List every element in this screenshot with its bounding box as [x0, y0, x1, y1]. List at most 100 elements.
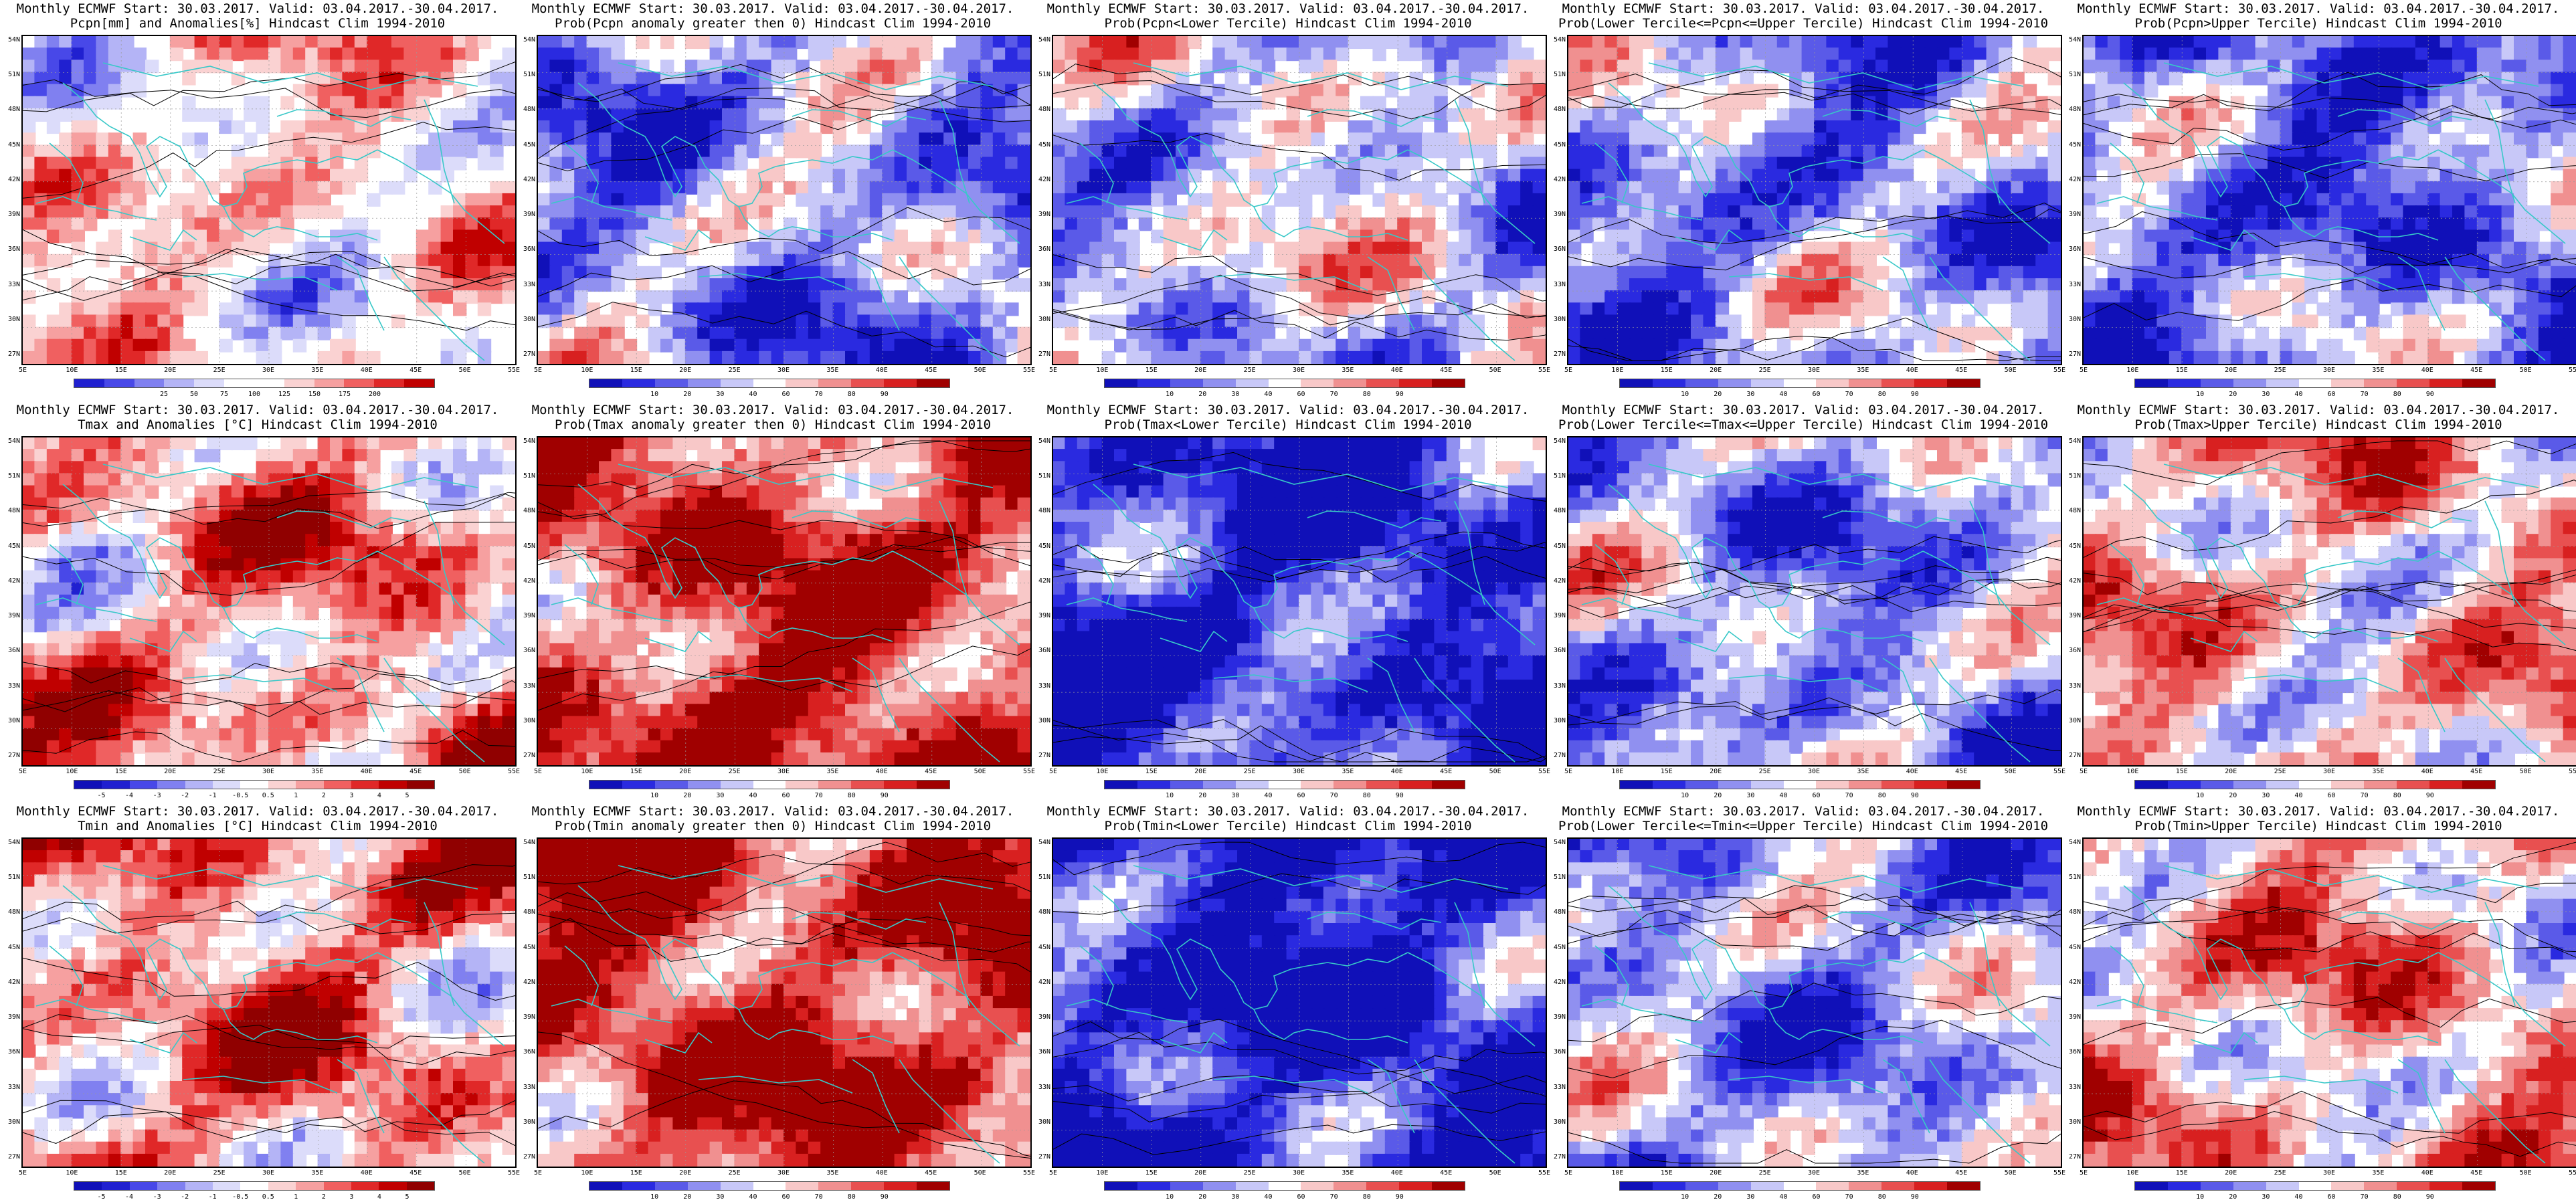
colorbar-tick-label: 90 — [2425, 792, 2434, 799]
panel-title-line-2: Tmax and Anomalies [°C] Hindcast Clim 19… — [78, 417, 438, 432]
longitude-label: 5E — [533, 1169, 543, 1177]
colorbar-swatch — [1366, 379, 1400, 387]
colorbar-swatch — [2135, 1182, 2168, 1190]
coastlines-borders — [551, 464, 1020, 763]
longitude-label: 35E — [1857, 367, 1869, 374]
longitude-label: 5E — [2079, 367, 2088, 374]
longitude-label: 45E — [925, 768, 937, 775]
colorbar-tick-label: 90 — [1910, 391, 1919, 398]
colorbar-tick-label: 1 — [294, 1193, 298, 1201]
colorbar-swatch — [1620, 1182, 1653, 1190]
colorbar-tick-label: 70 — [814, 391, 823, 398]
colorbar-tick-label: 90 — [1395, 391, 1404, 398]
latitude-label: 39N — [1553, 612, 1566, 620]
colorbar-swatch — [1783, 379, 1817, 387]
longitude-label: 40E — [2421, 768, 2433, 775]
colorbar-swatch — [687, 379, 721, 387]
colorbar-swatch — [240, 781, 268, 789]
panel-title-line-2: Prob(Lower Tercile<=Tmin<=Upper Tercile)… — [1558, 819, 2049, 833]
colorbar-swatch — [212, 781, 241, 789]
longitude-label: 55E — [1538, 1169, 1551, 1177]
colorbar-swatch — [194, 379, 225, 387]
colorbar-tick-label: 90 — [1910, 1193, 1919, 1201]
longitude-label: 30E — [262, 768, 275, 775]
colorbar-swatch — [786, 781, 819, 789]
colorbar-swatch — [1750, 379, 1784, 387]
latitude-label: 30N — [7, 1118, 20, 1126]
colorbar-swatch — [129, 1182, 158, 1190]
latitude-label: 39N — [7, 1013, 20, 1021]
colorbar — [1619, 780, 1981, 789]
colorbar-tick-label: 20 — [2229, 1193, 2237, 1201]
colorbar-tick-label: 4 — [377, 792, 381, 799]
latitude-label: 27N — [2068, 350, 2081, 358]
latitude-label: 33N — [2068, 1083, 2081, 1091]
colorbar-swatch — [1432, 379, 1465, 387]
colorbar-tick-label: 2 — [321, 1193, 326, 1201]
colorbar-tick-label: 70 — [2360, 391, 2369, 398]
colorbar-tick-label: 0.5 — [262, 792, 274, 799]
latitude-label: 42N — [2068, 978, 2081, 986]
latitude-label: 27N — [1038, 1153, 1050, 1161]
colorbar-swatch — [1399, 781, 1433, 789]
longitude-label: 35E — [1342, 367, 1354, 374]
colorbar-swatch — [622, 379, 655, 387]
colorbar — [2134, 379, 2496, 388]
latitude-label: 42N — [2068, 577, 2081, 585]
colorbar-tick-label: 60 — [781, 1193, 790, 1201]
latitude-label: 33N — [1038, 1083, 1050, 1091]
colorbar-tick-label: 20 — [1714, 391, 1722, 398]
colorbar-tick-label: 70 — [1845, 391, 1853, 398]
longitude-label: 25E — [728, 367, 741, 374]
colorbar-tick-label: -3 — [153, 792, 161, 799]
longitude-label: 50E — [1489, 768, 1501, 775]
latitude-label: 27N — [1553, 1153, 1566, 1161]
longitude-label: 10E — [66, 768, 78, 775]
longitude-label: 5E — [1048, 768, 1058, 775]
latitude-label: 54N — [523, 437, 535, 445]
map-canvas — [1568, 839, 2061, 1167]
longitude-label: 20E — [2225, 768, 2237, 775]
colorbar-swatch — [1333, 781, 1367, 789]
colorbar-swatch — [406, 781, 435, 789]
latitude-label: 48N — [7, 507, 20, 515]
latitude-label: 27N — [7, 752, 20, 759]
longitude-label: 25E — [1243, 768, 1256, 775]
colorbar-swatch — [1947, 781, 1980, 789]
colorbar-swatch — [1816, 379, 1849, 387]
colorbar-swatch — [1202, 781, 1236, 789]
longitude-label: 15E — [1660, 768, 1673, 775]
latitude-label: 42N — [523, 978, 535, 986]
colorbar-swatch — [1685, 1182, 1718, 1190]
longitude-label: 15E — [1660, 1169, 1673, 1177]
colorbar — [1619, 379, 1981, 388]
longitude-label: 15E — [630, 768, 642, 775]
colorbar-swatch — [851, 1182, 885, 1190]
colorbar-swatch — [1685, 379, 1718, 387]
map-frame — [537, 35, 1032, 365]
colorbar-swatch — [296, 781, 324, 789]
colorbar-tick-label: 40 — [1779, 792, 1788, 799]
panel-title-line-1: Monthly ECMWF Start: 30.03.2017. Valid: … — [531, 1, 1014, 16]
colorbar — [589, 1181, 950, 1191]
longitude-label: 55E — [2568, 367, 2576, 374]
colorbar-swatch — [1816, 1182, 1849, 1190]
coastlines-borders — [2096, 865, 2566, 1164]
latitude-label: 39N — [2068, 211, 2081, 219]
colorbar-swatch — [589, 781, 622, 789]
colorbar-swatch — [917, 1182, 949, 1190]
anomaly-field — [2084, 36, 2576, 364]
panel-title-line-2: Prob(Tmax<Lower Tercile) Hindcast Clim 1… — [1104, 417, 1472, 432]
colorbar-swatch — [1947, 379, 1980, 387]
colorbar-swatch — [1235, 1182, 1269, 1190]
colorbar-tick-label: -1 — [208, 1193, 217, 1201]
colorbar-tick-label: 10 — [650, 1193, 659, 1201]
colorbar-swatch — [1235, 379, 1269, 387]
latitude-label: 36N — [2068, 245, 2081, 254]
longitude-label: 35E — [311, 1169, 324, 1177]
longitude-label: 15E — [114, 1169, 127, 1177]
anomaly-field — [538, 839, 1030, 1167]
anomaly-field — [538, 36, 1030, 364]
colorbar-swatch — [1816, 781, 1849, 789]
panel-title-line-2: Prob(Pcpn anomaly greater then 0) Hindca… — [554, 16, 992, 31]
